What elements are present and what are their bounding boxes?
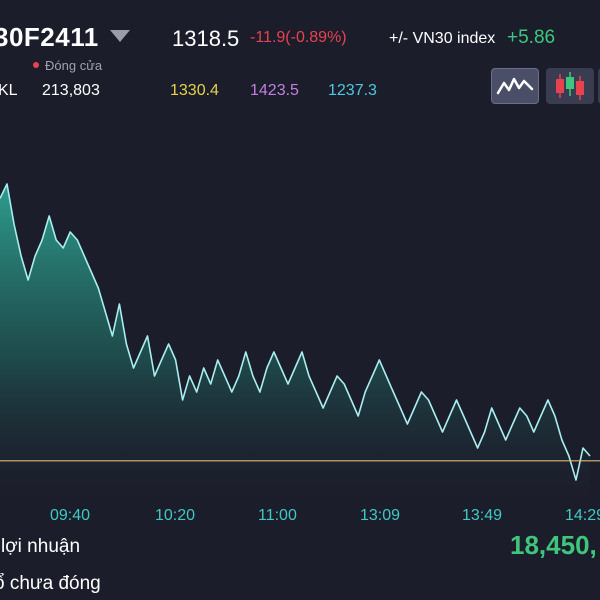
time-tick-label: 10:20 [155,507,196,524]
candlestick-chart-toggle-button[interactable] [546,68,594,104]
profit-label: lợi nhuận [1,536,81,557]
ceiling-price: 1423.5 [250,82,299,99]
profit-value: 18,450, [510,530,597,560]
time-tick-label: 14:29 [565,507,600,524]
more-options-button[interactable] [598,68,600,104]
open-positions-label[interactable]: ổ chưa đóng [0,573,101,594]
line-chart-toggle-button[interactable] [491,68,539,104]
chevron-down-icon[interactable] [110,30,130,42]
contract-symbol[interactable]: 30F2411 [0,22,99,52]
market-status: Đóng cửa [45,58,103,73]
intraday-price-chart[interactable] [0,120,600,505]
time-tick-label: 13:09 [360,507,401,524]
last-price: 1318.5 [172,26,240,51]
time-tick-label: 09:40 [50,507,91,524]
closed-status-dot-icon [33,62,39,68]
price-area-fill [0,184,590,500]
time-tick-label: 13:49 [462,507,503,524]
basis-value: +5.86 [507,27,556,48]
floor-price: 1237.3 [328,82,377,99]
volume-value: 213,803 [42,82,100,99]
basis-label: +/- VN30 index [389,30,496,47]
line-chart-icon [496,77,534,95]
time-tick-label: 11:00 [258,507,297,524]
candlestick-icon [556,72,584,100]
price-change: -11.9(-0.89%) [250,29,347,46]
reference-price: 1330.4 [170,82,219,99]
price-line [0,183,591,481]
volume-label: KL [0,82,18,99]
